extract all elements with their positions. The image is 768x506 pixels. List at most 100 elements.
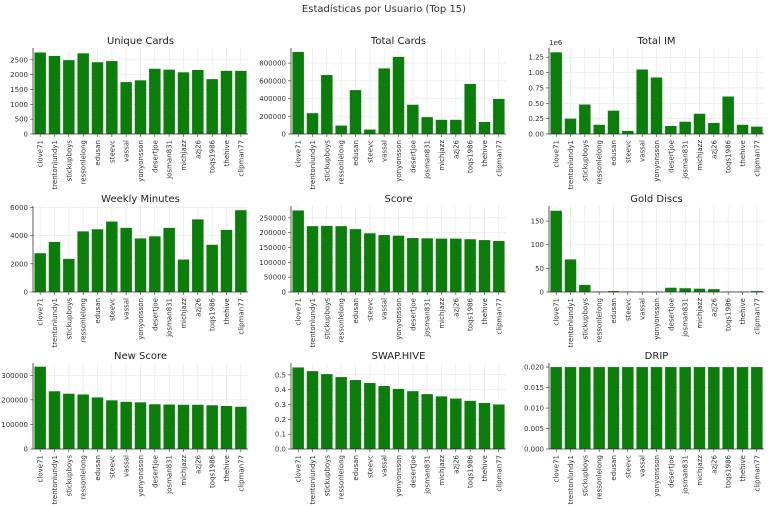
x-tick-label: trentonlundy1 [51,140,59,190]
x-tick-label: clipman77 [753,140,761,177]
bar [192,219,204,292]
y-tick-label: 0.3 [275,401,286,409]
x-tick-label: josman831 [424,455,432,495]
bar [564,367,577,449]
bar [220,229,233,292]
bar [722,367,734,449]
bar [464,400,476,449]
bar [493,404,505,449]
x-tick-label: vassal [123,455,131,477]
chart-title: SWAP.HIVE [372,351,426,362]
bar [650,367,663,449]
x-tick-label: stickupboys [323,455,331,497]
x-tick-label: desertjoe [409,140,417,173]
bar [478,403,491,449]
bar [235,70,247,134]
x-tick-label: yonyonsson [653,298,661,340]
bar [177,404,190,449]
bar [378,385,390,449]
bar [120,227,132,292]
x-tick-label: desertjoe [409,455,417,488]
y-tick-label: 0.5 [275,371,286,379]
y-tick-label: 0.4 [275,386,287,394]
x-tick-label: edusan [352,455,360,481]
bar [106,400,118,449]
bar [693,113,706,134]
bar [206,405,218,449]
bar [306,371,319,449]
x-tick-label: azj26 [710,139,718,158]
bar [364,129,376,134]
x-tick-label: stickupboys [323,140,331,182]
bar [407,104,419,134]
bar [163,69,175,134]
bar [63,258,75,292]
bar [378,68,390,134]
chart-title: DRIP [645,351,669,362]
bar [579,104,591,134]
bar [679,367,691,449]
y-tick-label: 400000 [259,95,286,103]
y-tick-label: 0 [24,131,28,139]
bar [564,259,577,292]
bar [134,80,147,134]
y-tick-label: 100000 [259,259,286,267]
x-tick-label: clipman77 [753,455,761,492]
bar [292,51,304,135]
x-tick-label: toqs1986 [467,139,475,172]
bar [708,367,720,449]
bar [235,406,247,449]
x-tick-label: steevc [108,140,116,163]
x-tick-label: stickupboys [65,140,73,182]
bar [306,113,319,134]
y-tick-label: 600000 [259,77,286,85]
y-tick-label: 800000 [259,60,286,68]
bar [593,367,605,449]
x-tick-label: desertjoe [151,140,159,173]
x-tick-label: clove71 [553,455,561,482]
x-tick-label: ressonlelong [596,455,604,499]
bar [607,110,620,134]
x-tick-label: yonyonsson [137,298,145,340]
bar [292,210,304,292]
x-tick-label: steevc [108,298,116,321]
bar [407,391,419,449]
bar [550,210,562,292]
x-tick-label: edusan [94,140,102,166]
bar [751,291,763,292]
x-tick-label: ressonlelong [596,298,604,342]
y-tick-label: 0 [24,446,28,454]
y-tick-label: 150 [531,218,544,226]
x-tick-label: steevc [366,140,374,163]
x-tick-label: edusan [610,455,618,481]
x-tick-label: clove71 [37,455,45,482]
bar [106,221,118,292]
y-tick-label: 0 [282,131,286,139]
x-tick-label: ressonlelong [80,140,88,184]
x-tick-label: clipman77 [495,140,503,177]
x-tick-label: trentonlundy1 [567,298,575,348]
x-tick-label: azj26 [194,454,202,473]
chart-gold-discs: 0 50 100 150 clove71 trentonlundy1 stickupboys… [531,194,764,348]
bar [450,238,462,292]
chart-score: 0 50000 100000 150000 200000 250000 clove71 tre… [259,194,506,348]
x-tick-label: thehive [481,140,489,166]
x-tick-label: azj26 [452,454,460,473]
bar [550,52,562,134]
bar [120,401,132,449]
axis-scale-label: 1e6 [549,39,563,47]
bar [235,210,247,292]
x-tick-label: michjazz [438,298,446,329]
x-tick-label: stickupboys [323,298,331,340]
bar [550,367,562,449]
y-tick-label: 0 [24,289,28,297]
y-tick-label: 0.2 [275,416,286,424]
x-tick-label: vassal [639,298,647,320]
bar [478,122,491,134]
y-tick-label: 0.50 [528,100,544,108]
bar [579,367,591,449]
y-tick-label: 200000 [259,113,286,121]
y-tick-label: 0 [282,289,286,297]
bar [177,259,190,292]
x-tick-label: josman831 [166,140,174,180]
